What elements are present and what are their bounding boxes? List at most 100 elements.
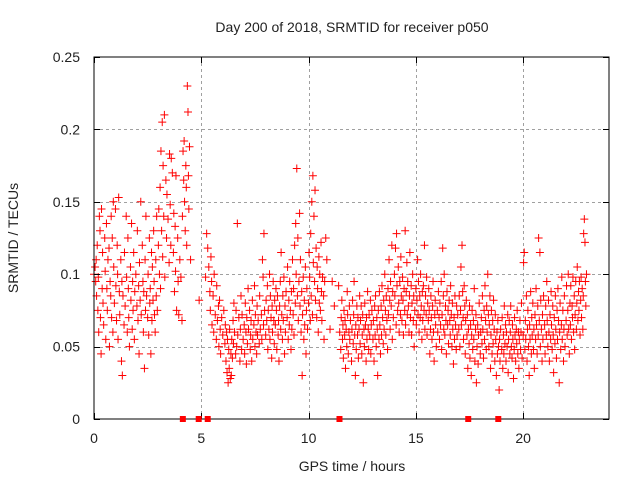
- data-point: [581, 302, 590, 311]
- data-point: [253, 302, 262, 311]
- data-point: [538, 310, 547, 319]
- data-point: [502, 357, 510, 366]
- data-point: [513, 306, 522, 315]
- data-point: [335, 328, 344, 337]
- data-point: [427, 335, 436, 344]
- data-point: [257, 335, 266, 344]
- data-point: [107, 212, 116, 221]
- data-point: [550, 339, 559, 348]
- y-axis-label: SRMTID / TECUs: [5, 183, 21, 293]
- data-point: [326, 325, 335, 334]
- data-point: [124, 284, 133, 293]
- data-point: [487, 306, 496, 315]
- data-point: [159, 212, 168, 221]
- data-point: [371, 291, 380, 300]
- data-point: [100, 234, 109, 242]
- data-point: [549, 331, 558, 340]
- data-point: [399, 296, 407, 305]
- data-point: [506, 328, 515, 337]
- data-point: [265, 270, 274, 279]
- data-point: [473, 342, 482, 351]
- data-point: [269, 277, 278, 286]
- data-point: [111, 205, 120, 214]
- data-point: [138, 241, 147, 250]
- data-point: [535, 248, 544, 257]
- data-point: [93, 306, 102, 315]
- data-point: [474, 359, 483, 368]
- grid-lines: [94, 57, 609, 419]
- data-point: [111, 281, 120, 290]
- data-point: [470, 284, 479, 293]
- data-point: [286, 306, 295, 315]
- data-point: [391, 244, 400, 253]
- data-point: [181, 226, 190, 235]
- data-point: [411, 284, 420, 293]
- data-point: [397, 316, 406, 325]
- data-point: [461, 316, 470, 325]
- data-point: [375, 320, 384, 329]
- data-point: [336, 345, 345, 354]
- data-point: [413, 255, 422, 264]
- data-point: [392, 281, 401, 290]
- data-point: [94, 328, 103, 337]
- data-point: [147, 248, 156, 257]
- data-point: [534, 234, 543, 242]
- data-point: [144, 270, 153, 279]
- data-point: [337, 296, 346, 305]
- data-point: [229, 316, 238, 325]
- data-point: [517, 299, 526, 308]
- data-point: [205, 287, 214, 296]
- data-point: [557, 320, 566, 329]
- data-point: [179, 176, 188, 185]
- data-point: [293, 234, 302, 242]
- data-point: [322, 255, 331, 264]
- data-point: [343, 287, 352, 296]
- data-point: [564, 325, 573, 334]
- data-point: [452, 302, 461, 311]
- data-point: [130, 287, 139, 296]
- y-tick-label: 0.15: [53, 194, 80, 210]
- data-point: [364, 325, 373, 334]
- data-point: [317, 316, 326, 325]
- data-point: [484, 342, 493, 351]
- data-point: [414, 277, 423, 286]
- data-point: [438, 310, 447, 319]
- chart-title: Day 200 of 2018, SRMTID for receiver p05…: [215, 19, 488, 35]
- data-point: [135, 258, 144, 267]
- data-point: [529, 345, 538, 354]
- data-point: [179, 147, 188, 156]
- data-point: [439, 325, 448, 334]
- data-point: [229, 299, 238, 308]
- data-point: [419, 281, 428, 290]
- data-point: [178, 212, 187, 221]
- data-point: [305, 248, 314, 257]
- data-point: [171, 171, 180, 180]
- data-point: [133, 316, 142, 325]
- data-point: [227, 371, 236, 380]
- data-point: [524, 342, 533, 351]
- data-point: [105, 342, 114, 351]
- data-point: [394, 299, 403, 308]
- data-point: [547, 320, 556, 329]
- data-point: [177, 316, 186, 325]
- data-point: [294, 316, 303, 325]
- data-point: [320, 277, 329, 286]
- zero-marker: [204, 416, 211, 422]
- data-point: [380, 270, 389, 279]
- data-point: [345, 302, 354, 311]
- data-point: [309, 258, 318, 267]
- data-point: [129, 248, 138, 257]
- data-point: [120, 320, 129, 329]
- data-point: [280, 302, 289, 311]
- data-point: [345, 335, 354, 344]
- data-point: [570, 345, 579, 354]
- data-point: [258, 255, 267, 264]
- data-point: [224, 345, 233, 354]
- data-point: [182, 241, 191, 250]
- data-point: [103, 255, 112, 264]
- data-point: [385, 255, 394, 264]
- data-point: [208, 320, 217, 329]
- data-point: [252, 349, 261, 358]
- data-point: [298, 371, 307, 380]
- data-point: [366, 349, 375, 358]
